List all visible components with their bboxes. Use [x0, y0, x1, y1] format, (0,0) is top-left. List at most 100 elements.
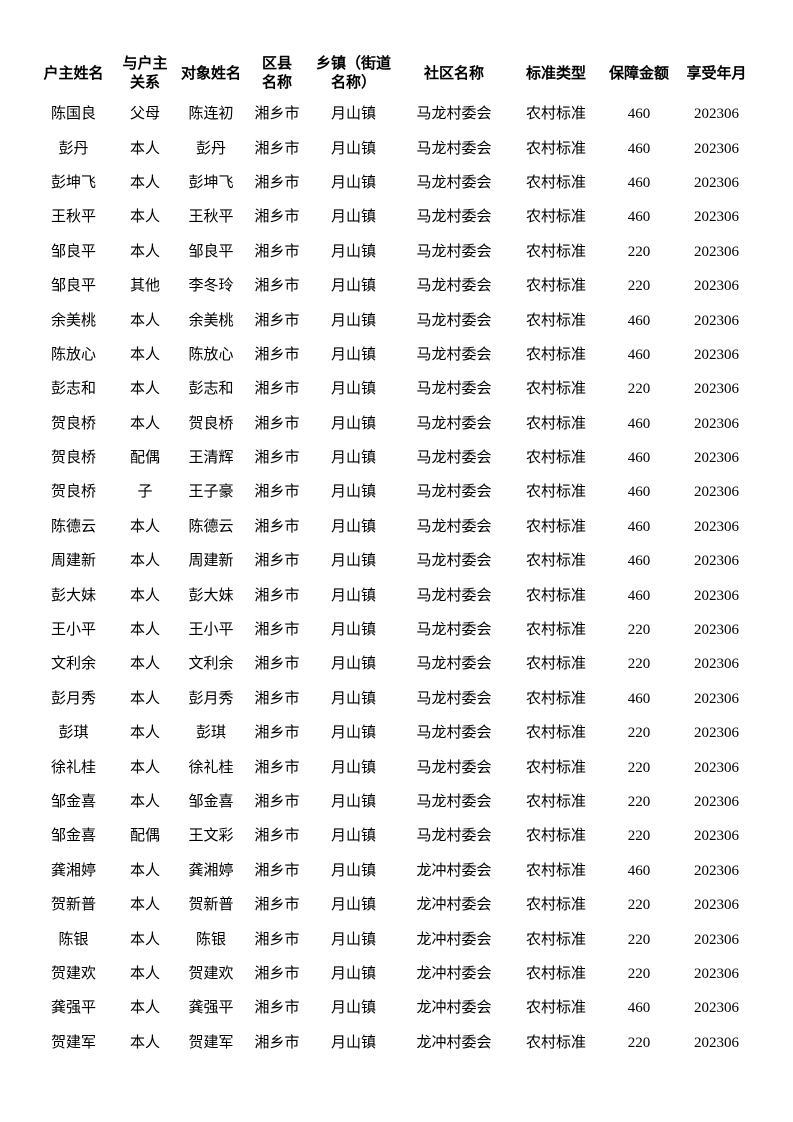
cell-benefit_period: 202306: [694, 415, 739, 432]
cell-community_name: 马龙村委会: [416, 312, 492, 329]
cell-county_name: 湘乡市: [254, 656, 300, 673]
cell-town_name: 月山镇: [330, 862, 376, 879]
cell-person_name: 邹良平: [188, 243, 234, 260]
cell-county_name: 湘乡市: [254, 518, 300, 535]
table-row: 周建新 本人 周建新 湘乡市 月山镇 马龙村委会 农村标准 460 202306: [36, 544, 755, 578]
cell-community_name: 马龙村委会: [416, 518, 492, 535]
table-row: 彭丹 本人 彭丹 湘乡市 月山镇 马龙村委会 农村标准 460 202306: [36, 131, 755, 165]
cell-benefit_period: 202306: [694, 278, 739, 295]
cell-benefit_period: 202306: [694, 656, 739, 673]
cell-relation_to_head: 本人: [129, 209, 160, 226]
cell-guarantee_amount: 460: [627, 518, 651, 535]
cell-relation_to_head: 本人: [129, 931, 160, 948]
cell-household_head_name: 文利余: [50, 656, 96, 673]
cell-benefit_period: 202306: [694, 346, 739, 363]
cell-relation_to_head: 其他: [129, 278, 160, 295]
cell-household_head_name: 彭坤飞: [50, 174, 96, 191]
cell-benefit_period: 202306: [694, 794, 739, 810]
cell-town_name: 月山镇: [330, 1000, 376, 1017]
cell-community_name: 马龙村委会: [416, 450, 492, 467]
cell-household_head_name: 贺良桥: [50, 450, 96, 467]
cell-person_name: 龚湘婷: [188, 862, 234, 879]
cell-relation_to_head: 本人: [129, 1034, 160, 1051]
cell-household_head_name: 龚湘婷: [50, 862, 96, 879]
cell-benefit_period: 202306: [694, 622, 739, 639]
table-header: 户主姓名 与户主 关系 对象姓名 区县 名称 乡镇（街道 名称） 社区名称 标准…: [36, 54, 755, 97]
cell-relation_to_head: 本人: [129, 965, 160, 982]
table-row: 余美桃 本人 余美桃 湘乡市 月山镇 马龙村委会 农村标准 460 202306: [36, 303, 755, 337]
cell-county_name: 湘乡市: [254, 1034, 300, 1051]
cell-community_name: 马龙村委会: [416, 278, 492, 295]
cell-standard_type: 农村标准: [525, 381, 586, 398]
cell-benefit_period: 202306: [694, 965, 739, 982]
cell-benefit_period: 202306: [694, 518, 739, 535]
cell-person_name: 彭丹: [195, 140, 226, 157]
cell-town_name: 月山镇: [330, 1034, 376, 1051]
cell-relation_to_head: 本人: [129, 415, 160, 432]
cell-relation_to_head: 配偶: [129, 828, 160, 845]
cell-guarantee_amount: 220: [627, 1034, 651, 1051]
cell-guarantee_amount: 460: [627, 106, 651, 123]
cell-standard_type: 农村标准: [525, 794, 586, 810]
cell-community_name: 马龙村委会: [416, 381, 492, 398]
cell-guarantee_amount: 220: [627, 725, 651, 742]
cell-guarantee_amount: 220: [627, 622, 651, 639]
cell-town_name: 月山镇: [330, 312, 376, 329]
cell-person_name: 陈银: [195, 931, 226, 948]
table-row: 彭坤飞 本人 彭坤飞 湘乡市 月山镇 马龙村委会 农村标准 460 202306: [36, 166, 755, 200]
cell-guarantee_amount: 460: [627, 415, 651, 432]
cell-person_name: 文利余: [188, 656, 234, 673]
cell-benefit_period: 202306: [694, 862, 739, 879]
cell-county_name: 湘乡市: [254, 931, 300, 948]
cell-person_name: 陈放心: [188, 346, 234, 363]
cell-benefit_period: 202306: [694, 106, 739, 123]
cell-guarantee_amount: 220: [627, 931, 651, 948]
cell-relation_to_head: 本人: [129, 140, 160, 157]
table-row: 贺建欢 本人 贺建欢 湘乡市 月山镇 龙冲村委会 农村标准 220 202306: [36, 957, 755, 991]
cell-community_name: 马龙村委会: [416, 587, 492, 604]
cell-county_name: 湘乡市: [254, 209, 300, 226]
cell-benefit_period: 202306: [694, 1034, 739, 1051]
cell-benefit_period: 202306: [694, 587, 739, 604]
cell-community_name: 马龙村委会: [416, 174, 492, 191]
cell-benefit_period: 202306: [694, 759, 739, 776]
cell-household_head_name: 陈放心: [50, 346, 96, 363]
cell-person_name: 王清辉: [188, 450, 234, 467]
cell-town_name: 月山镇: [330, 450, 376, 467]
cell-county_name: 湘乡市: [254, 243, 300, 260]
cell-benefit_period: 202306: [694, 381, 739, 398]
table-row: 徐礼桂 本人 徐礼桂 湘乡市 月山镇 马龙村委会 农村标准 220 202306: [36, 750, 755, 784]
cell-household_head_name: 邹良平: [50, 278, 96, 295]
cell-guarantee_amount: 460: [627, 209, 651, 226]
header-row: 户主姓名 与户主 关系 对象姓名 区县 名称 乡镇（街道 名称） 社区名称 标准…: [36, 54, 755, 97]
cell-relation_to_head: 本人: [129, 862, 160, 879]
cell-household_head_name: 龚强平: [50, 1000, 96, 1017]
cell-community_name: 马龙村委会: [416, 243, 492, 260]
cell-standard_type: 农村标准: [525, 828, 586, 845]
cell-benefit_period: 202306: [694, 1000, 739, 1017]
cell-person_name: 彭坤飞: [188, 174, 234, 191]
cell-standard_type: 农村标准: [525, 174, 586, 191]
cell-relation_to_head: 本人: [129, 1000, 160, 1017]
cell-relation_to_head: 配偶: [129, 450, 160, 467]
table-row: 邹金喜 本人 邹金喜 湘乡市 月山镇 马龙村委会 农村标准 220 202306: [36, 785, 755, 819]
cell-town_name: 月山镇: [330, 965, 376, 982]
cell-guarantee_amount: 460: [627, 140, 651, 157]
header-relation-to-head: 与户主 关系: [122, 55, 168, 91]
cell-guarantee_amount: 460: [627, 690, 651, 707]
cell-county_name: 湘乡市: [254, 174, 300, 191]
cell-community_name: 龙冲村委会: [416, 1000, 492, 1017]
cell-benefit_period: 202306: [694, 243, 739, 260]
cell-county_name: 湘乡市: [254, 106, 300, 123]
cell-town_name: 月山镇: [330, 656, 376, 673]
cell-standard_type: 农村标准: [525, 484, 586, 501]
header-benefit-period: 享受年月: [686, 64, 747, 82]
cell-guarantee_amount: 460: [627, 346, 651, 363]
cell-relation_to_head: 本人: [129, 690, 160, 707]
table-row: 王秋平 本人 王秋平 湘乡市 月山镇 马龙村委会 农村标准 460 202306: [36, 200, 755, 234]
cell-person_name: 王子豪: [188, 484, 234, 501]
cell-community_name: 马龙村委会: [416, 553, 492, 570]
cell-benefit_period: 202306: [694, 725, 739, 742]
cell-relation_to_head: 本人: [129, 897, 160, 914]
cell-relation_to_head: 父母: [129, 106, 160, 123]
